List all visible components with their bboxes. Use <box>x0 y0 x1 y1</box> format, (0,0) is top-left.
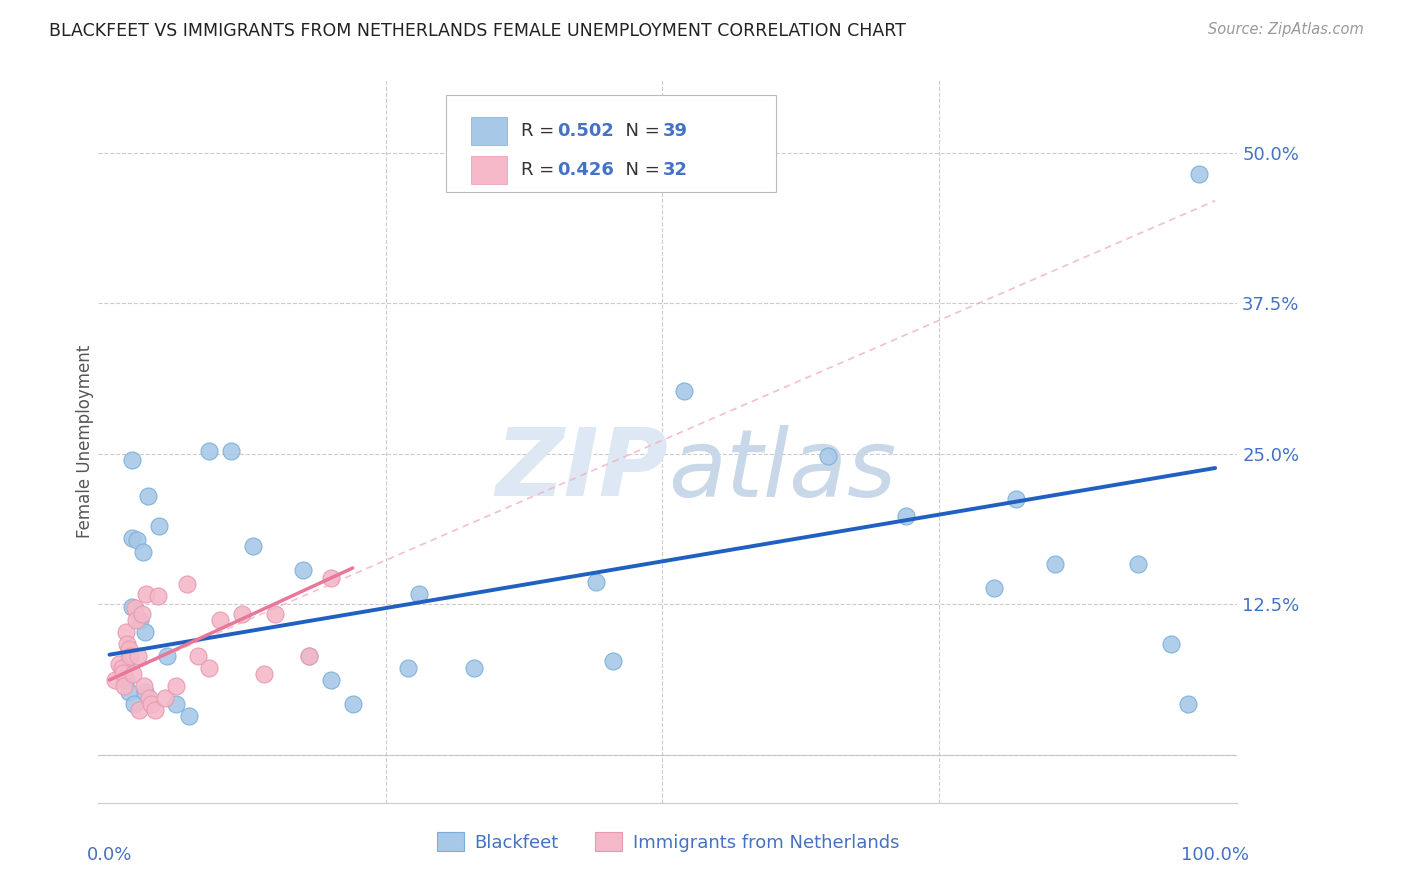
Point <box>121 599 143 614</box>
Text: 0.0%: 0.0% <box>87 847 132 864</box>
Text: N =: N = <box>614 161 666 179</box>
Point <box>131 545 153 559</box>
Point <box>148 519 170 533</box>
Point <box>132 679 155 693</box>
Text: atlas: atlas <box>668 425 896 516</box>
Point <box>209 613 232 627</box>
Text: 39: 39 <box>664 122 689 140</box>
Point <box>135 587 157 601</box>
Point <box>1005 492 1028 507</box>
Text: N =: N = <box>614 122 666 140</box>
Point <box>187 648 209 663</box>
Text: ZIP: ZIP <box>495 425 668 516</box>
Point <box>115 637 138 651</box>
Point <box>134 685 156 699</box>
Point <box>118 685 141 699</box>
Point <box>264 607 287 621</box>
Text: Source: ZipAtlas.com: Source: ZipAtlas.com <box>1208 22 1364 37</box>
Point <box>342 697 364 711</box>
Point <box>1177 697 1199 711</box>
Point <box>1187 167 1209 181</box>
Point <box>118 641 141 656</box>
Point <box>177 709 200 723</box>
FancyBboxPatch shape <box>471 156 508 184</box>
Point <box>124 600 146 615</box>
Point <box>817 449 839 463</box>
Text: 0.502: 0.502 <box>557 122 614 140</box>
Point <box>673 384 696 398</box>
Point <box>141 697 163 711</box>
Point <box>127 533 149 548</box>
Point <box>219 444 242 458</box>
Legend: Blackfeet, Immigrants from Netherlands: Blackfeet, Immigrants from Netherlands <box>429 825 907 859</box>
Point <box>983 582 1005 596</box>
Text: 100.0%: 100.0% <box>1181 847 1249 864</box>
Point <box>143 703 166 717</box>
Point <box>463 661 485 675</box>
Point <box>198 444 221 458</box>
Point <box>198 661 221 675</box>
Point <box>156 648 179 663</box>
Text: 0.426: 0.426 <box>557 161 614 179</box>
Text: 32: 32 <box>664 161 689 179</box>
Point <box>297 648 319 663</box>
Point <box>115 673 138 687</box>
Point <box>242 539 264 553</box>
Point <box>121 531 143 545</box>
Point <box>1126 558 1149 572</box>
Point <box>319 673 342 687</box>
Point <box>231 607 253 621</box>
Point <box>253 667 276 681</box>
Point <box>138 691 160 706</box>
Text: R =: R = <box>522 122 560 140</box>
Point <box>118 651 141 665</box>
FancyBboxPatch shape <box>446 95 776 193</box>
Point <box>129 613 152 627</box>
Point <box>585 575 607 590</box>
Point <box>128 703 150 717</box>
Point <box>602 654 624 668</box>
Point <box>894 509 917 524</box>
Point <box>153 691 176 706</box>
Point <box>111 661 134 675</box>
Point <box>127 648 149 663</box>
Point <box>120 648 142 663</box>
Point <box>121 667 143 681</box>
Point <box>1160 637 1182 651</box>
Point <box>165 697 187 711</box>
Point <box>297 648 319 663</box>
Point <box>408 587 430 601</box>
Point <box>131 607 153 621</box>
Y-axis label: Female Unemployment: Female Unemployment <box>76 345 94 538</box>
Point <box>122 697 145 711</box>
Point <box>319 571 342 585</box>
Text: R =: R = <box>522 161 560 179</box>
Point <box>1043 558 1066 572</box>
Point <box>176 576 198 591</box>
Point <box>104 673 127 687</box>
Point <box>291 563 314 577</box>
Point <box>165 679 187 693</box>
Point <box>134 624 156 639</box>
Point <box>112 679 135 693</box>
Point <box>108 657 131 672</box>
Text: BLACKFEET VS IMMIGRANTS FROM NETHERLANDS FEMALE UNEMPLOYMENT CORRELATION CHART: BLACKFEET VS IMMIGRANTS FROM NETHERLANDS… <box>49 22 905 40</box>
Point <box>146 589 169 603</box>
Point <box>121 452 143 467</box>
Point <box>136 489 159 503</box>
Point <box>396 661 419 675</box>
Point <box>111 665 134 680</box>
FancyBboxPatch shape <box>471 118 508 145</box>
Point <box>115 624 138 639</box>
Point <box>125 613 148 627</box>
